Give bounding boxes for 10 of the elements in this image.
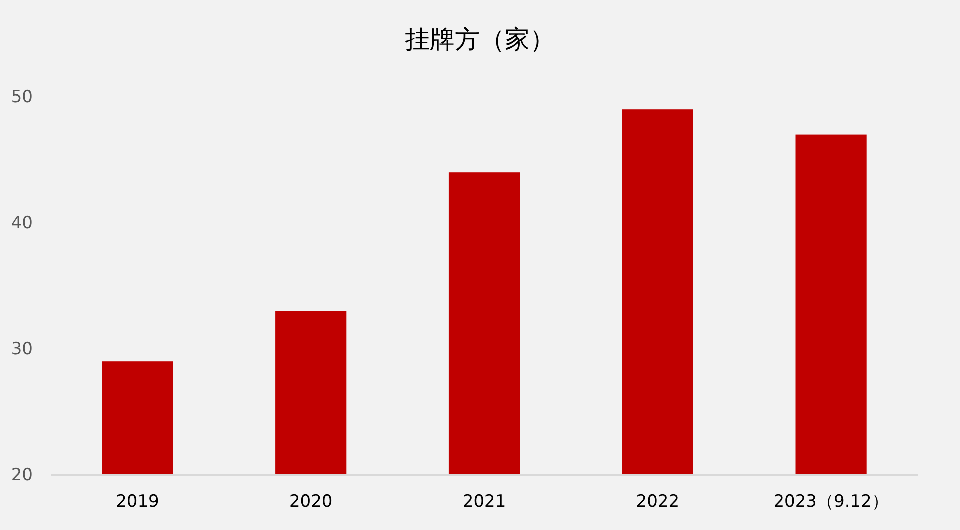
x-tick-label: 2020 <box>289 492 333 512</box>
y-tick-label: 50 <box>11 87 33 108</box>
x-tick-label: 2022 <box>636 492 680 512</box>
y-tick-label: 30 <box>11 339 33 360</box>
y-tick-label: 20 <box>11 465 33 486</box>
chart-title: 挂牌方（家） <box>405 25 555 54</box>
y-tick-label: 40 <box>11 213 33 234</box>
x-tick-label: 2021 <box>462 492 506 512</box>
x-tick-label: 2019 <box>116 492 160 512</box>
x-tick-label: 2023（9.12） <box>774 492 889 512</box>
